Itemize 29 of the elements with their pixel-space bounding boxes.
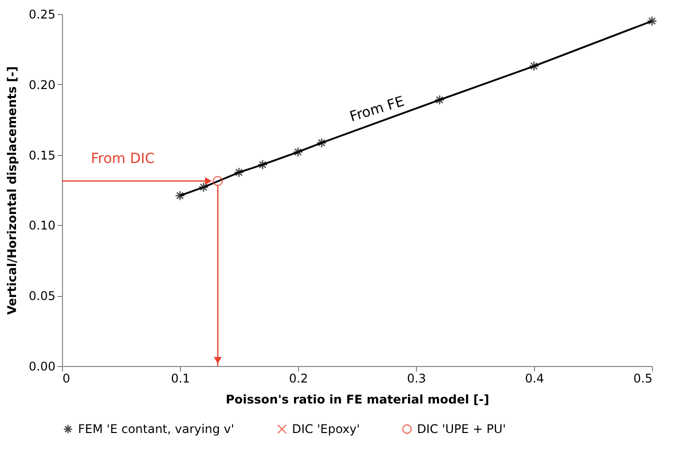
y-tick-label: 0.05 xyxy=(28,289,56,304)
legend-label: DIC 'UPE + PU' xyxy=(417,422,506,436)
point xyxy=(292,146,304,158)
point xyxy=(212,176,223,186)
x-tick-label: 0.4 xyxy=(524,372,544,386)
y-tick-label: 0.25 xyxy=(28,8,56,22)
point xyxy=(646,16,658,26)
point xyxy=(528,60,540,72)
y-tick-label: 0.10 xyxy=(28,218,56,233)
point xyxy=(316,138,327,148)
x-tick-label: 0 xyxy=(62,372,70,386)
y-tick-label: 0.20 xyxy=(28,78,56,92)
x-tick-label: 0.3 xyxy=(406,372,426,386)
legend-label: FEM 'E contant, varying v' xyxy=(78,422,234,436)
point xyxy=(434,94,445,106)
point xyxy=(174,190,186,201)
point xyxy=(198,182,209,192)
annotation: From FE xyxy=(348,94,406,126)
annotation: From DIC xyxy=(90,150,155,167)
x-tick-label: 0.5 xyxy=(633,372,652,386)
point xyxy=(257,160,268,170)
x-tick-label: 0.1 xyxy=(170,372,190,386)
point xyxy=(234,167,244,178)
legend-label: DIC 'Epoxy' xyxy=(292,422,360,436)
y-axis-title: Vertical/Horizontal displacements [-] xyxy=(4,66,19,315)
y-tick-label: 0.00 xyxy=(28,360,56,374)
y-tick-label: 0.15 xyxy=(28,148,56,162)
x-tick-label: 0.2 xyxy=(288,372,308,386)
x-axis-title: Poisson's ratio in FE material model [-] xyxy=(226,392,490,406)
